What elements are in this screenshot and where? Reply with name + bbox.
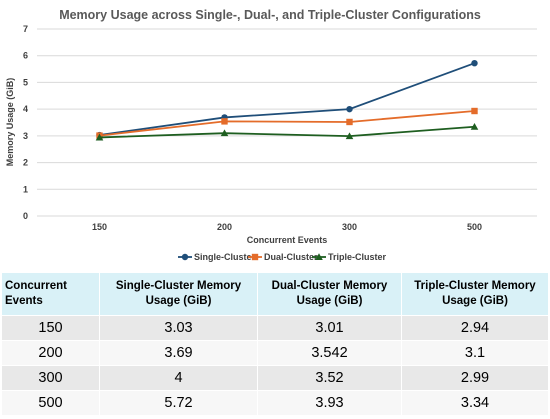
x-tick-label: 500 <box>467 222 482 232</box>
table-cell: 3.03 <box>99 315 258 341</box>
legend-item-single-cluster: Single-Cluster <box>178 252 256 262</box>
table-header-dual-cluster: Dual-Cluster Memory Usage (GiB) <box>257 272 402 316</box>
table-cell: 3.34 <box>401 390 549 416</box>
legend-label: Single-Cluster <box>194 252 256 262</box>
data-point-triple-cluster <box>220 129 229 137</box>
table-cell: 3.542 <box>257 340 402 366</box>
data-point-triple-cluster <box>470 122 479 130</box>
legend: Single-Cluster Dual-Cluster Triple-Cluster <box>178 252 387 262</box>
table-cell: 4 <box>99 365 258 391</box>
series-line-triple-cluster <box>99 125 475 139</box>
table-header-triple-cluster: Triple-Cluster Memory Usage (GiB) <box>401 272 549 316</box>
table-cell: 3.93 <box>257 390 402 416</box>
x-tick-label: 300 <box>342 222 357 232</box>
chart-title: Memory Usage across Single-, Dual-, and … <box>59 8 481 22</box>
table-row: 500 5.72 3.93 3.34 <box>1 390 549 416</box>
y-tick-label: 2 <box>23 158 28 168</box>
legend-marker <box>181 253 189 261</box>
table-cell: 3.1 <box>401 340 549 366</box>
series-lines <box>95 59 479 141</box>
data-point-dual-cluster <box>346 118 353 126</box>
series-triple-cluster <box>95 122 479 141</box>
series-single-cluster <box>96 59 478 139</box>
data-table: Concurrent Events Single-Cluster Memory … <box>1 272 549 416</box>
chart-container: Memory Usage across Single-, Dual-, and … <box>5 8 537 262</box>
table-cell: 3.01 <box>257 315 402 341</box>
table-cell: 2.99 <box>401 365 549 391</box>
table-cell: 500 <box>1 390 100 416</box>
y-axis-ticks: 0 1 2 3 4 5 6 7 <box>23 24 28 221</box>
data-point-dual-cluster <box>221 118 228 125</box>
table-row: 150 3.03 3.01 2.94 <box>1 315 549 341</box>
table-cell: 5.72 <box>99 390 258 416</box>
table-row: 300 4 3.52 2.99 <box>1 365 549 391</box>
y-tick-label: 7 <box>23 24 28 34</box>
y-tick-label: 0 <box>23 211 28 221</box>
y-tick-label: 1 <box>23 184 28 194</box>
legend-item-dual-cluster: Dual-Cluster <box>248 252 318 262</box>
memory-usage-line-chart: Memory Usage across Single-, Dual-, and … <box>5 8 537 262</box>
legend-item-triple-cluster: Triple-Cluster <box>312 252 387 262</box>
series-line-dual-cluster <box>99 110 475 137</box>
data-point-dual-cluster <box>471 107 478 115</box>
x-tick-label: 200 <box>217 222 232 232</box>
y-tick-label: 5 <box>23 77 28 87</box>
x-axis-title: Concurrent Events <box>247 235 328 245</box>
table-cell: 150 <box>1 315 100 341</box>
data-point-single-cluster <box>346 105 353 113</box>
table-row: 200 3.69 3.542 3.1 <box>1 340 549 366</box>
table-cell: 3.52 <box>257 365 402 391</box>
table-header-single-cluster: Single-Cluster Memory Usage (GiB) <box>99 272 258 316</box>
y-tick-label: 6 <box>23 51 28 61</box>
table-header-row: Concurrent Events Single-Cluster Memory … <box>1 272 549 316</box>
data-point-triple-cluster <box>345 132 354 140</box>
legend-label: Triple-Cluster <box>328 252 387 262</box>
y-tick-label: 4 <box>23 104 28 114</box>
y-axis-title: Memory Usage (GiB) <box>5 78 15 167</box>
legend-marker <box>315 253 323 260</box>
y-tick-label: 3 <box>23 131 28 141</box>
legend-marker <box>251 253 259 261</box>
data-point-triple-cluster <box>95 133 104 141</box>
x-tick-label: 150 <box>92 222 107 232</box>
table-cell: 300 <box>1 365 100 391</box>
table-cell: 2.94 <box>401 315 549 341</box>
data-point-single-cluster <box>471 59 478 67</box>
legend-label: Dual-Cluster <box>264 252 318 262</box>
table-header-concurrent-events: Concurrent Events <box>1 272 100 316</box>
table-cell: 3.69 <box>99 340 258 366</box>
x-axis-ticks: 150 200 300 500 <box>92 222 482 232</box>
table-cell: 200 <box>1 340 100 366</box>
series-line-single-cluster <box>99 62 475 136</box>
